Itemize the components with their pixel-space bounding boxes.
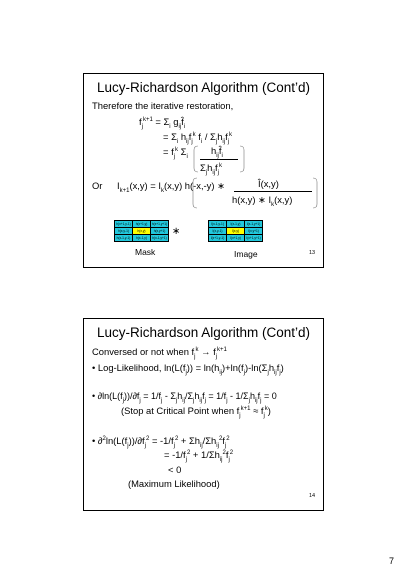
mask-center-cell: h(x,y)	[133, 228, 151, 235]
slide-1: Lucy-Richardson Algorithm (Cont’d) There…	[83, 73, 324, 268]
equation-line-1: fjk+1 = Σi gijf̂i	[139, 117, 185, 127]
equation-line-2: = Σi hijfjk fi / Σjhijfjk	[163, 132, 232, 142]
slide-number: 13	[309, 250, 315, 256]
image-label: Image	[234, 250, 258, 259]
image-center-cell: I(x,y)	[227, 228, 245, 235]
convergence-text: Conversed or not when fjk → fjk+1	[92, 347, 227, 357]
intro-text: Therefore the iterative restoration,	[92, 101, 233, 110]
slide-title: Lucy-Richardson Algorithm (Cont’d)	[84, 325, 323, 340]
image-cell: I(x-1,y)	[227, 221, 245, 228]
image-cell: I(x,y+1)	[245, 228, 263, 235]
slide-number: 14	[309, 493, 315, 499]
bullet-second-derivative: • ∂2ln(L(fj))/∂fj2 = -1/fj2 + Σhij/Σhij2…	[92, 436, 230, 446]
mask-cell: h(x+1,y+1)	[151, 221, 169, 228]
equation-line-3: = fjk Σi	[163, 147, 188, 157]
mask-cell: h(x-1,y-1)	[115, 235, 133, 242]
bullet-log-likelihood: • Log-Likelihood, ln(L(fj)) = ln(hij)+ln…	[92, 363, 284, 373]
mask-cell: h(x+1,y)	[133, 221, 151, 228]
bracket-icon	[194, 144, 244, 174]
image-cell: I(x+1,y)	[227, 235, 245, 242]
image-cell: I(x+1,y-1)	[209, 235, 227, 242]
less-than-zero: < 0	[168, 465, 181, 474]
mask-cell: h(x-1,y)	[133, 235, 151, 242]
slide-title: Lucy-Richardson Algorithm (Cont’d)	[84, 80, 323, 95]
curly-bracket-icon	[192, 177, 318, 209]
mask-cell: h(x-1,y+1)	[151, 235, 169, 242]
second-derivative-line-2: = -1/fj2 + 1/Σhij2fj2	[164, 450, 233, 460]
mask-label: Mask	[135, 248, 155, 257]
mask-cell: h(x,y-1)	[115, 228, 133, 235]
or-label: Or	[92, 181, 102, 190]
critical-point-text: (Stop at Critical Point when fjk+1 ≈ fjk…	[121, 406, 271, 416]
image-cell: I(x+1,y+1)	[245, 235, 263, 242]
slide-2: Lucy-Richardson Algorithm (Cont’d) Conve…	[83, 318, 324, 511]
image-cell: I(x-1,y+1)	[245, 221, 263, 228]
mask-grid: h(x+1,y-1) h(x+1,y) h(x+1,y+1) h(x,y-1) …	[114, 220, 169, 242]
mask-cell: h(x+1,y-1)	[115, 221, 133, 228]
image-grid: I(x-1,y-1) I(x-1,y) I(x-1,y+1) I(x,y-1) …	[208, 220, 263, 242]
page-number: 7	[389, 556, 394, 566]
convolution-operator: ∗	[172, 226, 180, 237]
image-cell: I(x,y-1)	[209, 228, 227, 235]
mask-cell: h(x,y+1)	[151, 228, 169, 235]
bullet-derivative: • ∂ln(L(fj))/∂fj = 1/fj - Σjhij/Σjhijfj …	[92, 392, 277, 401]
image-cell: I(x-1,y-1)	[209, 221, 227, 228]
maximum-likelihood-text: (Maximum Likelihood)	[128, 479, 220, 488]
